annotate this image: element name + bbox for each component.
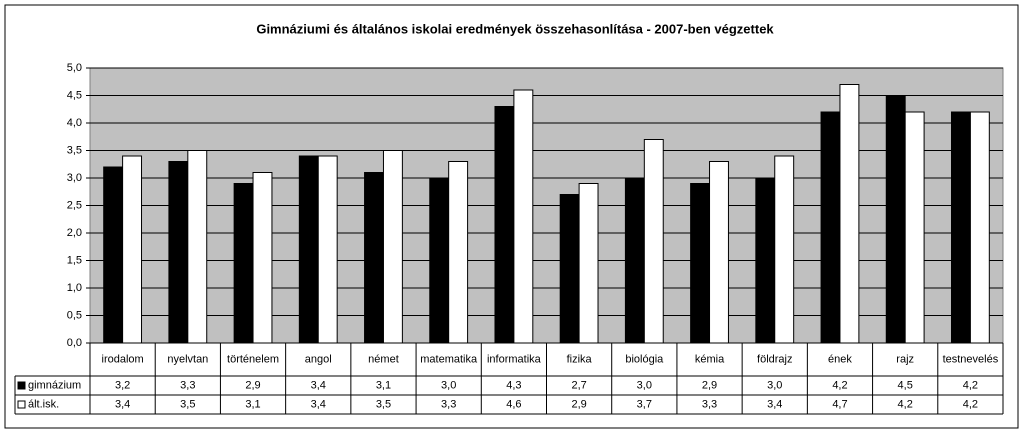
- x-tick-label: német: [368, 353, 399, 365]
- table-value: 3,0: [637, 379, 652, 391]
- bar: [969, 111, 990, 344]
- table-value: 2,7: [571, 379, 586, 391]
- y-tick-label: 5,0: [67, 62, 82, 74]
- y-tick-label: 1,0: [67, 282, 82, 294]
- x-tick-label: matematika: [420, 353, 478, 365]
- table-value: 3,1: [376, 379, 391, 391]
- bar: [364, 172, 384, 344]
- bar: [690, 183, 711, 344]
- bar: [252, 172, 273, 344]
- x-tick-label: biológia: [625, 353, 664, 365]
- table-value: 2,9: [702, 379, 717, 391]
- bar: [168, 161, 189, 344]
- x-tick-label: angol: [305, 353, 332, 365]
- table-value: 2,9: [571, 398, 586, 410]
- table-value: 3,1: [245, 398, 260, 410]
- table-value: 3,0: [767, 379, 782, 391]
- table-value: 4,3: [506, 379, 521, 391]
- x-tick-label: rajz: [896, 353, 914, 365]
- bar: [578, 183, 599, 344]
- bar: [885, 95, 906, 344]
- legend-label: ált.isk.: [28, 398, 59, 410]
- table-value: 3,0: [441, 379, 456, 391]
- bar: [382, 150, 403, 344]
- bar: [298, 155, 319, 344]
- table-value: 4,2: [832, 379, 847, 391]
- bar: [839, 84, 860, 344]
- bar: [429, 177, 450, 344]
- x-tick-label: informatika: [487, 353, 542, 365]
- table-value: 4,6: [506, 398, 521, 410]
- bar: [774, 155, 795, 344]
- y-tick-label: 4,0: [67, 117, 82, 129]
- bar: [233, 183, 254, 344]
- bar: [513, 89, 534, 344]
- bar: [950, 111, 971, 344]
- x-tick-label: történelem: [227, 353, 279, 365]
- bar: [122, 155, 143, 344]
- bar: [624, 177, 645, 344]
- legend-key: [17, 381, 26, 390]
- bar: [643, 139, 664, 344]
- x-tick-label: kémia: [695, 353, 725, 365]
- table-value: 4,2: [963, 379, 978, 391]
- table-value: 3,3: [702, 398, 717, 410]
- table-value: 2,9: [245, 379, 260, 391]
- y-tick-label: 2,0: [67, 227, 82, 239]
- bar: [448, 161, 469, 344]
- bar: [820, 111, 841, 344]
- bar: [494, 106, 515, 344]
- y-tick-label: 0,5: [67, 309, 82, 321]
- table-value: 3,3: [180, 379, 195, 391]
- bar: [904, 111, 925, 344]
- y-tick-label: 3,5: [67, 144, 82, 156]
- chart-title: Gimnáziumi és általános iskolai eredmény…: [256, 21, 774, 36]
- table-value: 4,2: [898, 398, 913, 410]
- table-value: 4,7: [832, 398, 847, 410]
- bar: [709, 161, 729, 344]
- table-value: 3,4: [767, 398, 782, 410]
- y-tick-label: 1,5: [67, 254, 82, 266]
- x-tick-label: ének: [828, 353, 852, 365]
- y-tick-label: 0,0: [67, 337, 82, 349]
- bar: [317, 155, 338, 344]
- table-value: 3,2: [115, 379, 130, 391]
- table-value: 4,2: [963, 398, 978, 410]
- legend-label: gimnázium: [28, 379, 81, 391]
- y-tick-label: 2,5: [67, 199, 82, 211]
- bar: [559, 194, 580, 344]
- x-tick-label: irodalom: [102, 353, 144, 365]
- x-tick-label: nyelvtan: [167, 353, 208, 365]
- bar: [187, 150, 208, 344]
- x-tick-label: fizika: [567, 353, 593, 365]
- y-tick-label: 3,0: [67, 172, 82, 184]
- table-value: 3,5: [376, 398, 391, 410]
- table-value: 3,3: [441, 398, 456, 410]
- table-value: 3,4: [311, 379, 326, 391]
- bar: [755, 177, 776, 344]
- table-value: 3,7: [637, 398, 652, 410]
- bar: [103, 166, 124, 344]
- y-tick-label: 4,5: [67, 89, 82, 101]
- legend-key: [17, 400, 26, 409]
- table-value: 3,4: [115, 398, 130, 410]
- x-tick-label: testnevelés: [943, 353, 999, 365]
- table-value: 3,4: [311, 398, 326, 410]
- table-value: 3,5: [180, 398, 195, 410]
- table-value: 4,5: [898, 379, 913, 391]
- x-tick-label: földrajz: [757, 353, 792, 365]
